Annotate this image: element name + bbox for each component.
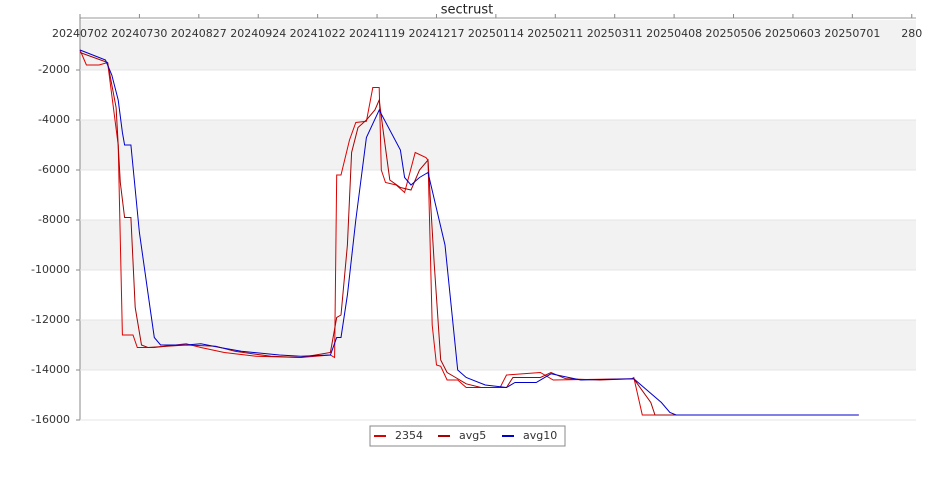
legend-label: avg10 bbox=[523, 429, 557, 442]
x-tick-label: 20250603 bbox=[765, 27, 821, 40]
chart-title: sectrust bbox=[441, 3, 493, 18]
y-tick-label: -16000 bbox=[31, 413, 70, 426]
x-tick-label: 280 bbox=[901, 27, 922, 40]
x-tick-label: 20240702 bbox=[52, 27, 108, 40]
grid-band bbox=[80, 220, 916, 270]
series-line bbox=[79, 49, 859, 416]
y-tick-label: -10000 bbox=[31, 263, 70, 276]
x-tick-label: 20250701 bbox=[824, 27, 880, 40]
series-line bbox=[79, 52, 859, 416]
y-tick-label: -8000 bbox=[38, 213, 70, 226]
x-tick-label: 20240924 bbox=[230, 27, 286, 40]
y-tick-label: -6000 bbox=[38, 163, 70, 176]
x-tick-label: 20240730 bbox=[111, 27, 167, 40]
x-tick-label: 20250408 bbox=[646, 27, 702, 40]
x-tick-label: 20250114 bbox=[468, 27, 524, 40]
y-tick-label: -2000 bbox=[38, 63, 70, 76]
grid-band bbox=[80, 120, 916, 170]
y-tick-label: -14000 bbox=[31, 363, 70, 376]
legend-label: avg5 bbox=[459, 429, 486, 442]
x-tick-label: 20241217 bbox=[408, 27, 464, 40]
x-tick-label: 20250506 bbox=[706, 27, 762, 40]
x-tick-label: 20241022 bbox=[290, 27, 346, 40]
legend-box bbox=[369, 425, 566, 447]
grid-band bbox=[80, 20, 916, 70]
x-tick-label: 20240827 bbox=[171, 27, 227, 40]
x-tick-label: 20250211 bbox=[527, 27, 583, 40]
grid-band bbox=[80, 320, 916, 370]
y-tick-label: -12000 bbox=[31, 313, 70, 326]
x-tick-label: 20250311 bbox=[587, 27, 643, 40]
y-tick-label: -4000 bbox=[38, 113, 70, 126]
x-tick-label: 20241119 bbox=[349, 27, 405, 40]
legend-label: 2354 bbox=[395, 429, 423, 442]
